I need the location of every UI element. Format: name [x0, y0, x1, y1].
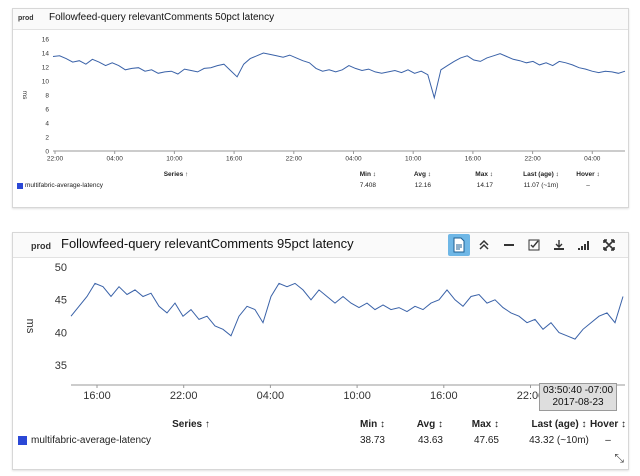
latency-50pct-chart[interactable]: 0 2 4 6 8 10 12 14 16 ms 22:00 04:00 10:00 16:00 22:00… [13, 29, 628, 165]
document-icon[interactable] [448, 234, 470, 256]
legend-column-header[interactable]: Min ↕ [360, 419, 385, 430]
y-tick-label: 35 [55, 360, 67, 372]
legend-column-header[interactable]: Hover ↕ [576, 171, 600, 178]
panel-title: Followfeed-query relevantComments 95pct … [61, 236, 354, 251]
x-tick-label: 04:00 [107, 156, 124, 163]
legend-column-header[interactable]: Series ↑ [172, 419, 210, 430]
panel-toolbar [448, 234, 620, 256]
legend-column-header[interactable]: Max ↕ [475, 171, 493, 178]
y-tick-label: 40 [55, 327, 67, 339]
resize-handle-icon[interactable]: ⤡ [614, 451, 624, 465]
panel-title: Followfeed-query relevantComments 50pct … [49, 12, 275, 23]
legend-hover-value: – [586, 182, 590, 189]
minimize-icon[interactable] [498, 234, 520, 256]
checkbox-icon[interactable] [523, 234, 545, 256]
legend-last-value: 43.32 (~10m) [529, 435, 589, 446]
y-tick-label: 12 [42, 64, 50, 71]
x-tick-label: 10:00 [343, 390, 371, 402]
env-label: prod [31, 241, 51, 251]
panel-header: prod Followfeed-query relevantComments 5… [13, 9, 628, 30]
latency-50pct-panel: prod Followfeed-query relevantComments 5… [12, 8, 629, 208]
series-color-swatch [18, 436, 27, 445]
legend-avg-value: 12.16 [414, 182, 431, 189]
legend-column-header[interactable]: Max ↕ [471, 419, 499, 430]
legend-column-header[interactable]: Last (age) ↕ [523, 171, 559, 178]
env-label: prod [18, 15, 34, 22]
legend-min-value: 7.408 [359, 182, 376, 189]
panel-header: prod Followfeed-query relevantComments 9… [13, 233, 628, 258]
y-axis-label: ms [21, 91, 28, 100]
series-name: multifabric-average-latency [31, 435, 152, 446]
legend-hover-value: – [605, 435, 611, 446]
legend-column-header[interactable]: Series ↑ [163, 171, 189, 178]
series-line[interactable] [52, 52, 626, 100]
y-tick-label: 0 [45, 148, 49, 155]
series-name: multifabric-average-latency [25, 182, 104, 189]
download-icon[interactable] [548, 234, 570, 256]
legend-column-header[interactable]: Hover ↕ [589, 419, 627, 430]
y-tick-label: 8 [45, 92, 49, 99]
signal-bars-icon[interactable] [573, 234, 595, 256]
x-tick-label: 16:00 [465, 156, 482, 163]
x-tick-label: 22:00 [517, 390, 545, 402]
y-tick-label: 45 [55, 295, 67, 307]
x-tick-label: 16:00 [430, 390, 458, 402]
series-legend: Series ↑ Min ↕ Avg ↕ Max ↕ Last (age) ↕ Hover… [13, 419, 628, 453]
y-tick-label: 16 [42, 36, 50, 43]
legend-min-value: 38.73 [359, 435, 385, 446]
series-legend: Series ↑ Min ↕ Avg ↕ Max ↕ Last (age) ↕ Hover… [13, 171, 628, 193]
y-tick-label: 14 [42, 50, 50, 57]
y-tick-label: 6 [45, 106, 49, 113]
expand-icon[interactable] [598, 234, 620, 256]
legend-max-value: 14.17 [476, 182, 493, 189]
legend-max-value: 47.65 [473, 435, 499, 446]
x-tick-label: 10:00 [405, 156, 422, 163]
legend-column-header[interactable]: Last (age) ↕ [531, 419, 587, 430]
x-tick-label: 22:00 [524, 156, 541, 163]
legend-column-header[interactable]: Avg ↕ [416, 419, 443, 430]
y-tick-label: 4 [45, 120, 49, 127]
series-line[interactable] [70, 282, 624, 340]
y-axis-label: ms [24, 319, 36, 334]
x-tick-label: 16:00 [226, 156, 243, 163]
series-color-swatch [17, 183, 23, 189]
x-tick-label: 04:00 [584, 156, 601, 163]
x-tick-label: 22:00 [47, 156, 64, 163]
y-tick-label: 50 [55, 262, 67, 274]
latency-95pct-chart[interactable]: 35 40 45 50 ms 16:00 22:00 04:00 10:00 16:00 22:00 [13, 257, 628, 413]
x-tick-label: 04:00 [257, 390, 285, 402]
x-tick-label: 04:00 [345, 156, 362, 163]
legend-column-header[interactable]: Avg ↕ [413, 171, 431, 178]
legend-column-header[interactable]: Min ↕ [359, 171, 376, 178]
tooltip-time: 03:50:40 -07:00 [543, 385, 614, 396]
y-tick-label: 10 [42, 78, 50, 85]
hover-tooltip: 03:50:40 -07:00 2017-08-23 [539, 383, 618, 411]
latency-95pct-panel: prod Followfeed-query relevantComments 9… [12, 232, 629, 470]
legend-avg-value: 43.63 [417, 435, 443, 446]
tooltip-date: 2017-08-23 [552, 397, 604, 408]
x-tick-label: 10:00 [166, 156, 183, 163]
y-tick-label: 2 [45, 134, 49, 141]
x-tick-label: 16:00 [83, 390, 111, 402]
legend-last-value: 11.07 (~1m) [523, 182, 559, 189]
x-tick-label: 22:00 [286, 156, 303, 163]
x-tick-label: 22:00 [170, 390, 198, 402]
collapse-icon[interactable] [473, 234, 495, 256]
